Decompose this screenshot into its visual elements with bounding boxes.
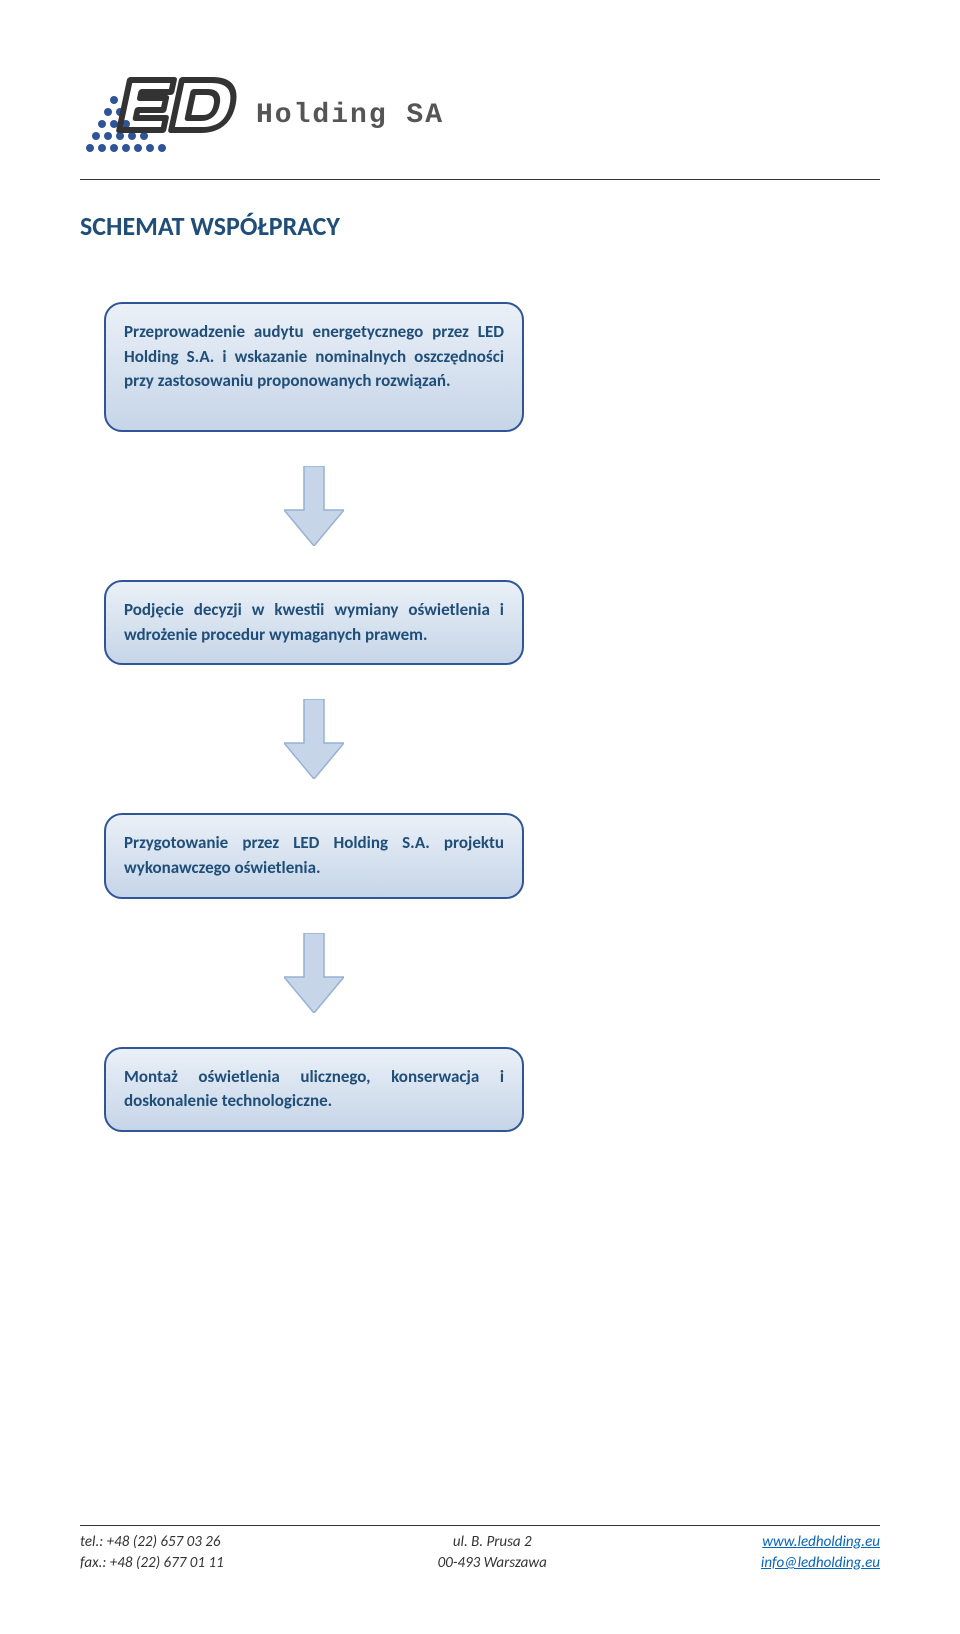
flow-arrow-3 (104, 899, 524, 1047)
flow-arrow-1 (104, 432, 524, 580)
footer-tel: tel.: +48 (22) 657 03 26 (80, 1532, 224, 1553)
arrow-down-icon (284, 466, 344, 546)
footer-web-link[interactable]: www.ledholding.eu (762, 1533, 880, 1551)
footer-fax: fax.: +48 (22) 677 01 11 (80, 1553, 224, 1574)
footer-addr2: 00-493 Warszawa (438, 1553, 547, 1574)
footer-center: ul. B. Prusa 2 00-493 Warszawa (438, 1532, 547, 1574)
page-title: SCHEMAT WSPÓŁPRACY (80, 210, 880, 242)
arrow-down-icon (284, 933, 344, 1013)
footer-addr1: ul. B. Prusa 2 (438, 1532, 547, 1553)
footer-mail-link[interactable]: info@ledholding.eu (761, 1554, 880, 1572)
footer-right: www.ledholding.eu info@ledholding.eu (761, 1532, 880, 1574)
page-footer: tel.: +48 (22) 657 03 26 fax.: +48 (22) … (80, 1525, 880, 1574)
flowchart: Przeprowadzenie audytu energetycznego pr… (80, 302, 880, 1132)
logo: Holding SA (80, 70, 444, 160)
logo-text: Holding SA (256, 100, 444, 131)
arrow-down-icon (284, 699, 344, 779)
flow-step-4: Montaż oświetlenia ulicznego, konserwacj… (104, 1047, 524, 1132)
flow-step-1: Przeprowadzenie audytu energetycznego pr… (104, 302, 524, 432)
flow-arrow-2 (104, 665, 524, 813)
page-header: Holding SA (80, 60, 880, 180)
flow-step-3: Przygotowanie przez LED Holding S.A. pro… (104, 813, 524, 898)
footer-left: tel.: +48 (22) 657 03 26 fax.: +48 (22) … (80, 1532, 224, 1574)
logo-mark-icon (80, 70, 250, 160)
flow-step-2: Podjęcie decyzji w kwestii wymiany oświe… (104, 580, 524, 665)
